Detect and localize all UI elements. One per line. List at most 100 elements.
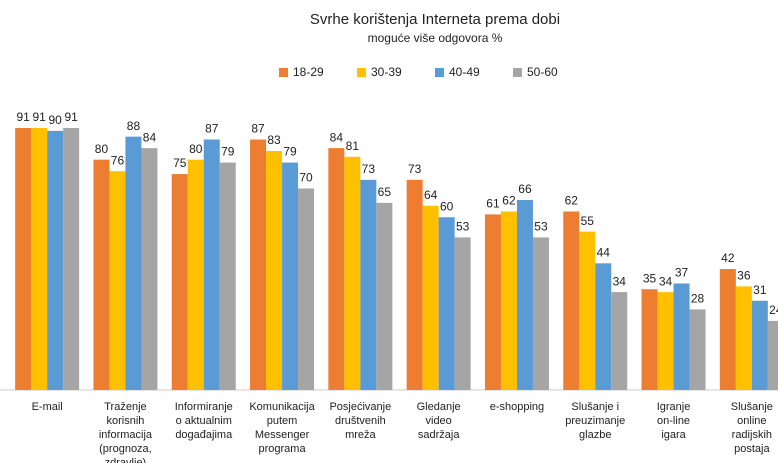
data-label: 88 [127, 119, 141, 133]
data-label: 44 [597, 245, 611, 259]
data-label: 61 [486, 197, 500, 211]
bar [454, 237, 471, 390]
bar [422, 205, 439, 390]
x-tick-label: Slušanje i preuzimanje glazbe [565, 401, 625, 441]
data-label: 34 [659, 274, 673, 288]
bar [673, 283, 690, 390]
data-label: 28 [691, 292, 705, 306]
data-label: 73 [362, 162, 376, 176]
data-label: 53 [456, 220, 470, 234]
legend-swatch [357, 68, 366, 77]
bar [532, 237, 549, 390]
legend-swatch [435, 68, 444, 77]
bar [109, 171, 126, 390]
bar [719, 269, 736, 390]
bar [579, 231, 596, 390]
data-label: 35 [643, 271, 657, 285]
bar [203, 139, 220, 390]
data-label: 91 [64, 110, 78, 124]
bar [93, 159, 110, 390]
legend-label: 50-60 [527, 65, 558, 79]
x-tick-label: Gledanje video sadržaja [417, 401, 461, 441]
data-label: 83 [267, 133, 281, 147]
data-label: 73 [408, 162, 422, 176]
bar [767, 320, 778, 390]
bar [298, 188, 315, 390]
x-tick-label: Slušanje online radijskih postaja [731, 401, 773, 455]
data-label: 87 [251, 122, 265, 136]
bar [219, 162, 236, 390]
bar [141, 148, 158, 390]
data-label: 37 [675, 266, 689, 280]
legend-swatch [279, 68, 288, 77]
bar [63, 128, 80, 390]
x-tick-label: Posjećivanje društvenih mreža [329, 401, 391, 441]
data-label: 79 [221, 145, 235, 159]
data-label: 70 [299, 171, 313, 185]
data-label: 90 [48, 113, 62, 127]
legend-label: 30-39 [371, 65, 402, 79]
data-label: 80 [189, 142, 203, 156]
legend-label: 18-29 [293, 65, 324, 79]
data-label: 75 [173, 156, 187, 170]
data-label: 64 [424, 188, 438, 202]
data-label: 36 [737, 269, 751, 283]
bar [595, 263, 612, 390]
bar [344, 156, 361, 390]
x-tick-label: Informiranje o aktualnim događajima [175, 401, 233, 441]
bar [563, 211, 580, 390]
bar [611, 292, 628, 390]
bar [657, 292, 674, 390]
data-label: 62 [565, 194, 579, 208]
x-tick-label: Igranje on-line igara [657, 401, 691, 441]
data-label: 80 [95, 142, 109, 156]
data-label: 42 [721, 251, 735, 265]
bar [171, 174, 188, 390]
x-tick-label: Komunikacija putem Messenger programa [249, 401, 315, 455]
chart-title: Svrhe korištenja Interneta prema dobi [310, 11, 560, 28]
bar [47, 130, 64, 390]
bar [641, 289, 658, 390]
bar [751, 300, 768, 390]
data-label: 84 [143, 130, 157, 144]
data-label: 62 [502, 194, 516, 208]
data-label: 91 [16, 110, 30, 124]
data-label: 84 [330, 130, 344, 144]
legend-label: 40-49 [449, 65, 480, 79]
bar [376, 202, 393, 390]
data-label: 65 [378, 185, 392, 199]
data-label: 24 [769, 303, 778, 317]
bar [516, 199, 533, 390]
data-label: 66 [518, 182, 532, 196]
data-label: 31 [753, 283, 767, 297]
bar [689, 309, 706, 390]
bar [187, 159, 204, 390]
data-label: 91 [32, 110, 46, 124]
bar [125, 136, 142, 390]
data-label: 76 [111, 153, 125, 167]
data-label: 53 [534, 220, 548, 234]
data-label: 55 [581, 214, 595, 228]
legend-swatch [513, 68, 522, 77]
bar [438, 217, 455, 390]
data-label: 34 [613, 274, 627, 288]
bar [282, 162, 299, 390]
x-tick-label: e-shopping [490, 401, 544, 413]
chart-subtitle: moguće više odgovora % [368, 31, 503, 45]
x-tick-label: E-mail [32, 401, 63, 413]
data-label: 60 [440, 199, 454, 213]
bar [484, 214, 501, 390]
bar [500, 211, 517, 390]
bar [15, 128, 32, 390]
bar [735, 286, 752, 390]
data-label: 79 [283, 145, 297, 159]
bar [360, 179, 377, 390]
bar [328, 148, 345, 390]
bar [31, 128, 48, 390]
bar [406, 179, 423, 390]
bar [266, 151, 283, 390]
data-label: 87 [205, 122, 219, 136]
x-tick-label: Traženje korisnih informacija (prognoza, zdr… [99, 401, 153, 463]
data-label: 81 [346, 139, 360, 153]
